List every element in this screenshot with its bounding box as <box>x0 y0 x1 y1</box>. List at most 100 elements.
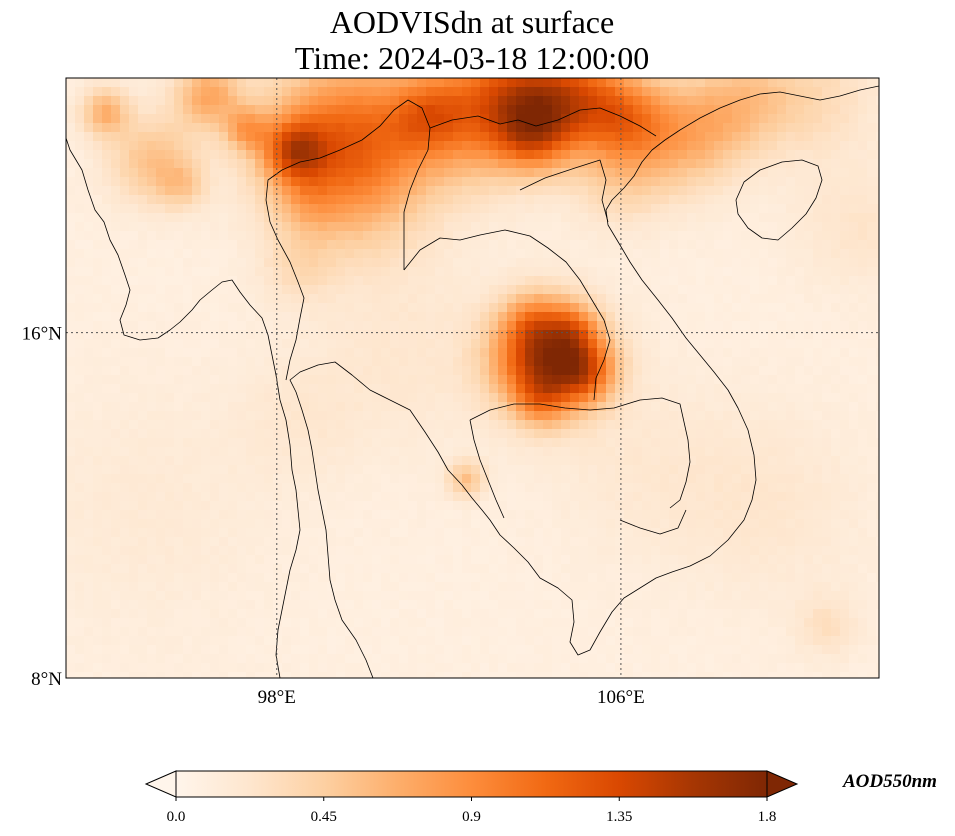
aod-cell <box>174 564 184 574</box>
aod-cell <box>687 555 697 565</box>
aod-cell <box>651 141 661 151</box>
aod-cell <box>336 123 346 133</box>
aod-cell <box>669 501 679 511</box>
aod-cell <box>93 537 103 547</box>
aod-cell <box>390 267 400 277</box>
aod-cell <box>300 141 310 151</box>
aod-cell <box>309 411 319 421</box>
aod-cell <box>498 537 508 547</box>
aod-cell <box>156 195 166 205</box>
aod-cell <box>534 96 544 106</box>
aod-cell <box>858 177 868 187</box>
aod-cell <box>633 402 643 412</box>
aod-cell <box>84 555 94 565</box>
aod-cell <box>111 177 121 187</box>
aod-cell <box>543 204 553 214</box>
aod-cell <box>840 276 850 286</box>
aod-cell <box>813 528 823 538</box>
aod-cell <box>84 393 94 403</box>
aod-cell <box>498 303 508 313</box>
aod-cell <box>876 546 879 556</box>
aod-cell <box>552 231 562 241</box>
aod-cell <box>435 510 445 520</box>
aod-cell <box>444 132 454 142</box>
aod-cell <box>417 168 427 178</box>
aod-cell <box>237 303 247 313</box>
aod-cell <box>363 195 373 205</box>
aod-cell <box>606 312 616 322</box>
aod-cell <box>876 105 879 115</box>
aod-cell <box>678 546 688 556</box>
aod-cell <box>435 555 445 565</box>
aod-cell <box>174 384 184 394</box>
aod-cell <box>147 555 157 565</box>
aod-cell <box>417 474 427 484</box>
aod-cell <box>687 141 697 151</box>
aod-cell <box>786 213 796 223</box>
aod-cell <box>732 564 742 574</box>
aod-cell <box>732 195 742 205</box>
aod-cell <box>813 240 823 250</box>
aod-cell <box>138 303 148 313</box>
aod-cell <box>273 528 283 538</box>
aod-cell <box>876 258 879 268</box>
aod-cell <box>183 465 193 475</box>
aod-cell <box>651 204 661 214</box>
aod-cell <box>354 123 364 133</box>
aod-cell <box>426 339 436 349</box>
aod-cell <box>300 402 310 412</box>
aod-cell <box>642 474 652 484</box>
aod-cell <box>264 429 274 439</box>
aod-cell <box>588 366 598 376</box>
aod-cell <box>507 285 517 295</box>
aod-cell <box>102 132 112 142</box>
aod-cell <box>345 195 355 205</box>
aod-cell <box>570 258 580 268</box>
aod-cell <box>471 339 481 349</box>
aod-cell <box>345 519 355 529</box>
aod-cell <box>507 267 517 277</box>
aod-cell <box>390 375 400 385</box>
aod-cell <box>192 330 202 340</box>
aod-cell <box>867 222 877 232</box>
aod-cell <box>228 465 238 475</box>
aod-cell <box>732 366 742 376</box>
aod-cell <box>687 429 697 439</box>
aod-cell <box>534 438 544 448</box>
aod-cell <box>696 150 706 160</box>
aod-cell <box>741 393 751 403</box>
aod-cell <box>822 465 832 475</box>
aod-cell <box>120 393 130 403</box>
aod-cell <box>102 339 112 349</box>
aod-cell <box>192 393 202 403</box>
aod-cell <box>219 276 229 286</box>
aod-cell <box>336 105 346 115</box>
aod-cell <box>840 204 850 214</box>
aod-cell <box>642 141 652 151</box>
aod-cell <box>363 231 373 241</box>
aod-cell <box>174 528 184 538</box>
aod-cell <box>615 204 625 214</box>
aod-cell <box>696 492 706 502</box>
aod-cell <box>102 312 112 322</box>
aod-cell <box>327 231 337 241</box>
aod-cell <box>219 168 229 178</box>
aod-cell <box>165 348 175 358</box>
aod-cell <box>237 222 247 232</box>
aod-cell <box>381 294 391 304</box>
aod-cell <box>732 159 742 169</box>
aod-cell <box>183 294 193 304</box>
aod-cell <box>156 510 166 520</box>
aod-cell <box>237 231 247 241</box>
aod-cell <box>111 375 121 385</box>
aod-cell <box>480 186 490 196</box>
aod-cell <box>624 420 634 430</box>
aod-cell <box>444 339 454 349</box>
aod-cell <box>696 285 706 295</box>
aod-cell <box>831 501 841 511</box>
aod-cell <box>309 330 319 340</box>
aod-cell <box>552 420 562 430</box>
aod-cell <box>372 411 382 421</box>
aod-cell <box>372 114 382 124</box>
aod-cell <box>138 519 148 529</box>
